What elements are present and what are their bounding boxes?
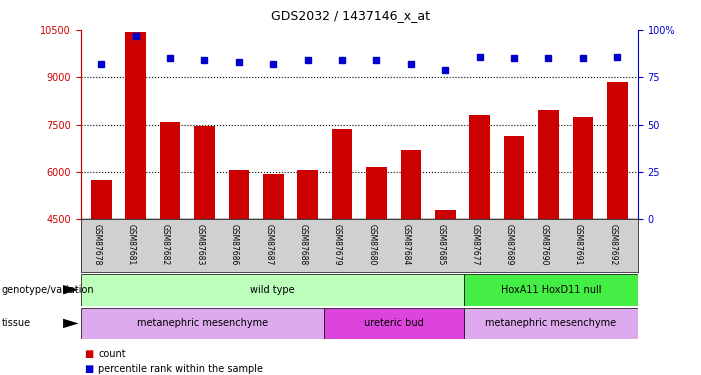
Text: percentile rank within the sample: percentile rank within the sample — [98, 364, 263, 374]
Bar — [538, 111, 559, 219]
Text: GSM87686: GSM87686 — [230, 224, 239, 265]
Text: wild type: wild type — [250, 285, 294, 295]
Bar — [194, 126, 215, 219]
Text: GSM87677: GSM87677 — [470, 224, 479, 265]
Bar — [229, 171, 249, 219]
Text: GSM87680: GSM87680 — [367, 224, 376, 265]
Text: GSM87682: GSM87682 — [161, 224, 170, 265]
Polygon shape — [63, 319, 79, 328]
Text: GSM87690: GSM87690 — [540, 224, 548, 265]
Bar — [263, 174, 284, 219]
Text: GSM87687: GSM87687 — [264, 224, 273, 265]
Bar — [464, 274, 638, 306]
Bar — [607, 82, 627, 219]
Text: GSM87688: GSM87688 — [299, 224, 308, 265]
Text: GSM87691: GSM87691 — [574, 224, 583, 265]
Bar — [366, 167, 387, 219]
Text: GSM87692: GSM87692 — [608, 224, 618, 265]
Bar — [325, 308, 464, 339]
Text: ■: ■ — [84, 350, 93, 359]
Text: GSM87679: GSM87679 — [333, 224, 342, 265]
Bar — [504, 136, 524, 219]
Text: GDS2032 / 1437146_x_at: GDS2032 / 1437146_x_at — [271, 9, 430, 22]
Bar — [81, 308, 325, 339]
Text: GSM87683: GSM87683 — [196, 224, 205, 265]
Text: GSM87684: GSM87684 — [402, 224, 411, 265]
Text: genotype/variation: genotype/variation — [1, 285, 94, 295]
Bar — [297, 171, 318, 219]
Text: GSM87681: GSM87681 — [127, 224, 136, 265]
Text: ureteric bud: ureteric bud — [365, 318, 424, 328]
Bar — [464, 308, 638, 339]
Text: metanephric mesenchyme: metanephric mesenchyme — [485, 318, 616, 328]
Bar — [81, 274, 464, 306]
Bar — [400, 150, 421, 219]
Bar — [91, 180, 111, 219]
Text: GSM87689: GSM87689 — [505, 224, 514, 265]
Text: ■: ■ — [84, 364, 93, 374]
Text: GSM87678: GSM87678 — [93, 224, 101, 265]
Bar — [470, 115, 490, 219]
Text: tissue: tissue — [1, 318, 31, 328]
Bar — [160, 122, 180, 219]
Bar — [125, 32, 146, 219]
Polygon shape — [63, 285, 79, 294]
Bar — [435, 210, 456, 219]
Text: metanephric mesenchyme: metanephric mesenchyme — [137, 318, 268, 328]
Text: count: count — [98, 350, 125, 359]
Bar — [573, 117, 593, 219]
Text: HoxA11 HoxD11 null: HoxA11 HoxD11 null — [501, 285, 601, 295]
Text: GSM87685: GSM87685 — [436, 224, 445, 265]
Bar — [332, 129, 353, 219]
